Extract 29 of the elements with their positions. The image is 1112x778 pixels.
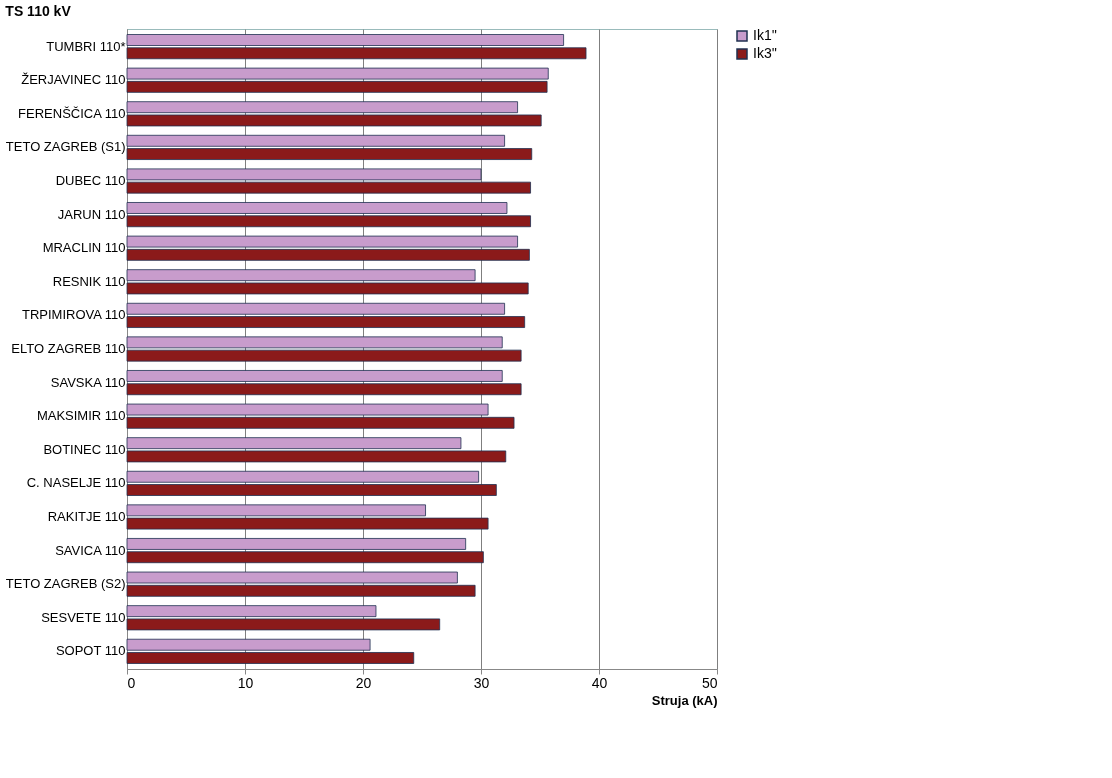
y-tick-label: SOPOT 110 — [55, 643, 126, 659]
y-tick-label: TETO ZAGREB (S2) — [5, 576, 126, 592]
y-tick-label: FERENŠČICA 110 — [18, 105, 126, 121]
x-tick-label: 30 — [473, 674, 490, 691]
y-tick-label: RAKITJE 110 — [47, 508, 126, 524]
x-tick-label: 50 — [701, 674, 718, 691]
x-axis-title: Struja (kA) — [651, 692, 718, 708]
y-tick-label: JARUN 110 — [57, 206, 126, 222]
y-tick-label: RESNIK 110 — [52, 273, 126, 289]
y-tick-label: ŽERJAVINEC 110 — [21, 72, 126, 88]
legend-label: Ik3'' — [753, 45, 778, 61]
y-tick-label: C. NASELJE 110 — [26, 475, 126, 491]
y-tick-label: DUBEC 110 — [55, 173, 126, 189]
y-tick-label: TETO ZAGREB (S1) — [5, 139, 126, 155]
chart-title: TS 110 kV — [5, 3, 72, 19]
legend-label: Ik1'' — [753, 27, 778, 43]
x-tick-label: 40 — [591, 674, 608, 691]
y-tick-label: BOTINEC 110 — [43, 441, 126, 457]
y-tick-label: TUMBRI 110* — [46, 38, 126, 54]
y-tick-label: MAKSIMIR 110 — [36, 408, 126, 424]
y-tick-label: TRPIMIROVA 110 — [21, 307, 126, 323]
y-tick-label: MRACLIN 110 — [42, 240, 126, 256]
y-tick-label: ELTO ZAGREB 110 — [11, 341, 126, 356]
x-tick-label: 0 — [127, 674, 136, 691]
y-tick-label: SAVSKA 110 — [50, 374, 126, 390]
x-tick-label: 10 — [237, 674, 254, 691]
y-tick-label: SAVICA 110 — [55, 542, 126, 558]
y-tick-label: SESVETE 110 — [41, 609, 126, 625]
x-tick-label: 20 — [355, 674, 372, 691]
